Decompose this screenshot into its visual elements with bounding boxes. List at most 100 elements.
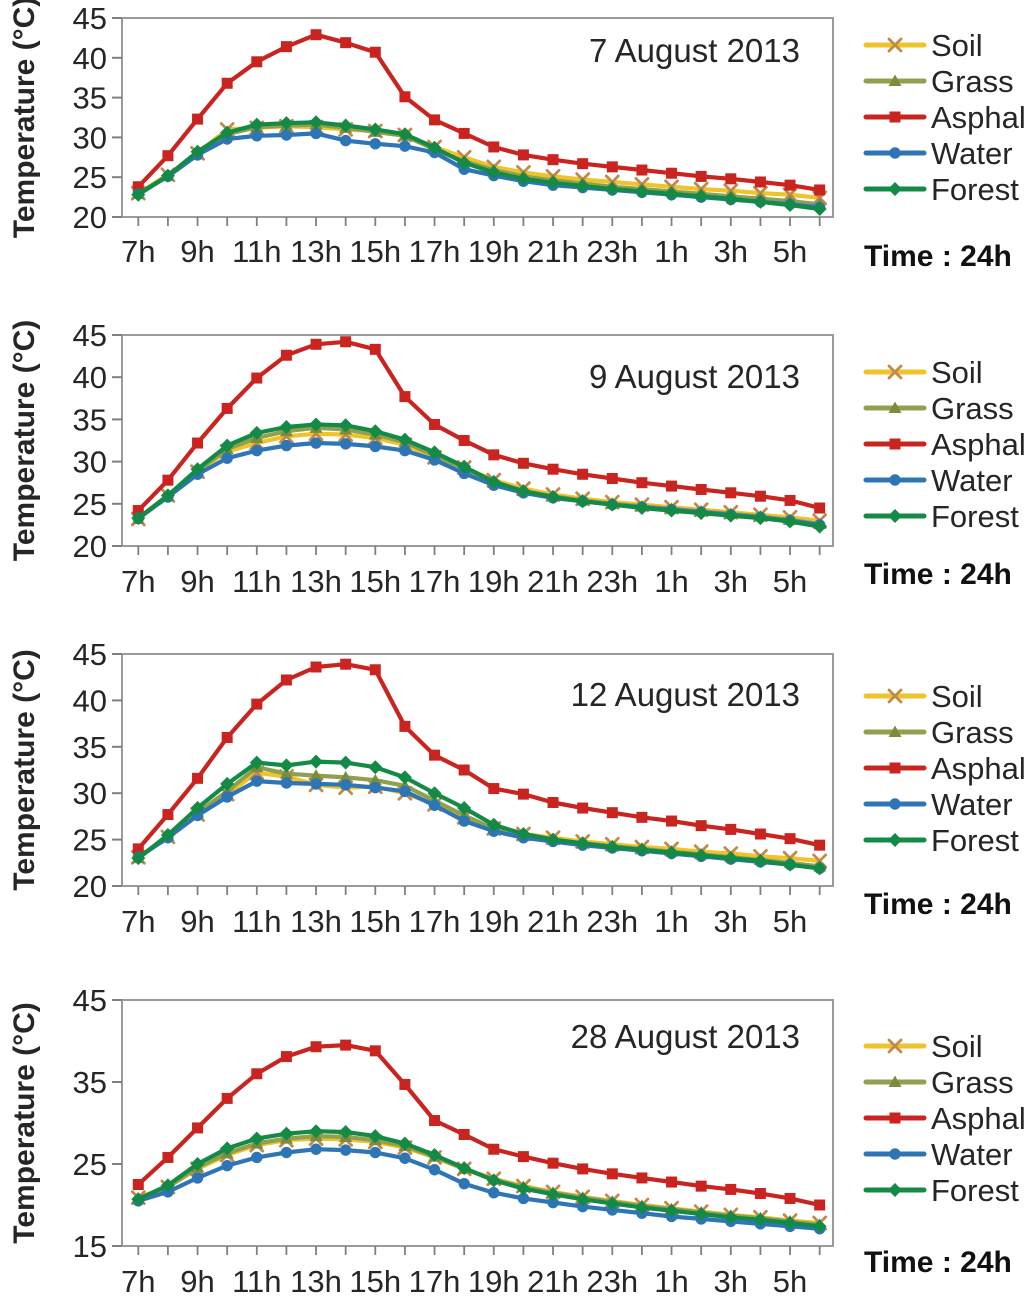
x-tick-label: 19h — [468, 234, 520, 269]
y-tick-label: 45 — [73, 983, 107, 1018]
series-markers-asphalt — [132, 29, 826, 196]
x-tick-label: 13h — [290, 904, 342, 939]
legend-label: Grass — [931, 715, 1014, 750]
y-tick-label: 40 — [73, 360, 107, 395]
legend-label: Asphalt — [931, 751, 1024, 786]
y-tick-label: 15 — [73, 1229, 107, 1264]
series-markers-asphalt — [132, 336, 826, 517]
chart-9-august-2013: 20 25 30 35 40 45 7h 9h 11h 13h 15h 17h 19h 21h 23h 1h 3… — [8, 318, 1024, 599]
x-tick-label: 9h — [180, 904, 214, 939]
chart-title: 9 August 2013 — [589, 358, 800, 395]
legend-item-asphalt: Asphalt — [863, 1101, 1024, 1136]
x-tick-label: 19h — [468, 904, 520, 939]
legend-circle-marker-icon — [889, 474, 901, 486]
legend-square-marker-icon — [889, 111, 901, 123]
y-tick-label: 45 — [73, 1, 107, 36]
legend-item-water: Water — [863, 787, 1013, 822]
x-tick-label: 11h — [232, 1264, 281, 1298]
legend-diamond-marker-icon — [888, 833, 902, 847]
time-note: Time : 24h — [864, 558, 1012, 591]
legend-label: Water — [931, 787, 1013, 822]
legend-label: Forest — [931, 823, 1019, 858]
legend-circle-marker-icon — [889, 147, 901, 159]
x-tick-label: 3h — [714, 1264, 748, 1298]
x-tick-label: 1h — [654, 904, 688, 939]
legend-triangle-marker-icon — [888, 401, 902, 413]
legend-square-marker-icon — [889, 762, 901, 774]
chart-row-12-august-2013: 20 25 30 35 40 45 7h 9h 11h 13h 15h 17h 19h 21h 23h 1h 3… — [0, 620, 1024, 950]
legend-item-grass: Grass — [863, 1065, 1014, 1100]
y-tick-label: 35 — [73, 81, 107, 116]
series-line-forest — [136, 120, 822, 212]
x-tick-label: 9h — [180, 1264, 214, 1298]
x-tick-label: 5h — [773, 564, 807, 599]
legend-label: Forest — [931, 172, 1019, 207]
x-tick-label: 7h — [121, 234, 155, 269]
x-tick-label: 23h — [586, 1264, 638, 1298]
series-markers-asphalt — [132, 658, 826, 855]
legend-item-grass: Grass — [863, 64, 1014, 99]
x-tick-label: 5h — [773, 234, 807, 269]
legend-label: Soil — [931, 28, 983, 63]
plot-border — [121, 999, 834, 1247]
chart-7-august-2013: 20 25 30 35 40 45 7h 9h 11h 13h 15h 17h 19h 21h 23h 1h 3… — [8, 0, 1024, 273]
x-tick-label: 7h — [121, 904, 155, 939]
y-tick-label: 25 — [73, 823, 107, 858]
x-tick-label: 15h — [349, 1264, 401, 1298]
legend-square-marker-icon — [889, 438, 901, 450]
legend-label: Water — [931, 1137, 1013, 1172]
legend-diamond-marker-icon — [888, 182, 902, 196]
y-tick-label: 45 — [73, 318, 107, 353]
legend-label: Grass — [931, 391, 1014, 426]
y-tick-label: 40 — [73, 41, 107, 76]
series-markers-forest — [131, 417, 827, 534]
legend-item-forest: Forest — [863, 499, 1019, 534]
x-tick-label: 21h — [527, 564, 579, 599]
legend-label: Grass — [931, 1065, 1014, 1100]
y-tick-label: 30 — [73, 445, 107, 480]
chart-title: 7 August 2013 — [589, 32, 800, 69]
x-tick-label: 11h — [232, 234, 281, 269]
x-tick-label: 5h — [773, 904, 807, 939]
x-tick-label: 23h — [586, 564, 638, 599]
time-note: Time : 24h — [864, 888, 1012, 921]
time-note: Time : 24h — [864, 1246, 1012, 1279]
legend-item-water: Water — [863, 136, 1013, 171]
legend-diamond-marker-icon — [888, 1183, 902, 1197]
x-tick-label: 3h — [714, 564, 748, 599]
legend-item-grass: Grass — [863, 391, 1014, 426]
legend-x-marker-icon — [887, 688, 903, 704]
legend-item-forest: Forest — [863, 1173, 1019, 1208]
legend-x-marker-icon — [887, 1038, 903, 1054]
legend-circle-marker-icon — [889, 798, 901, 810]
legend-x-marker-icon — [887, 37, 903, 53]
legend-item-soil: Soil — [863, 1029, 983, 1064]
series-markers-forest — [131, 754, 827, 876]
x-tick-label: 23h — [586, 234, 638, 269]
legend-item-soil: Soil — [863, 679, 983, 714]
series-line-asphalt — [136, 1043, 822, 1208]
chart-28-august-2013: 15 25 35 45 7h 9h 11h 13h 15h 17h 19h 21h 23h 1h 3h 5h T… — [8, 983, 1024, 1298]
chart-12-august-2013: 20 25 30 35 40 45 7h 9h 11h 13h 15h 17h 19h 21h 23h 1h 3… — [8, 637, 1024, 939]
y-tick-label: 20 — [73, 529, 107, 564]
x-tick-label: 11h — [232, 904, 281, 939]
x-tick-label: 17h — [409, 904, 461, 939]
x-tick-label: 19h — [468, 1264, 520, 1298]
y-axis-title: Temperature (°C) — [8, 649, 41, 890]
legend-label: Asphalt — [931, 1101, 1024, 1136]
legend-label: Soil — [931, 679, 983, 714]
y-tick-label: 40 — [73, 683, 107, 718]
x-tick-label: 19h — [468, 564, 520, 599]
x-tick-label: 21h — [527, 904, 579, 939]
time-note: Time : 24h — [864, 240, 1012, 273]
y-tick-label: 20 — [73, 200, 107, 235]
y-tick-label: 30 — [73, 120, 107, 155]
x-tick-label: 15h — [349, 904, 401, 939]
x-tick-label: 17h — [409, 1264, 461, 1298]
x-tick-label: 3h — [714, 234, 748, 269]
x-tick-label: 23h — [586, 904, 638, 939]
chart-title: 28 August 2013 — [571, 1018, 800, 1055]
y-tick-label: 20 — [73, 869, 107, 904]
legend-label: Forest — [931, 1173, 1019, 1208]
x-tick-label: 1h — [654, 564, 688, 599]
